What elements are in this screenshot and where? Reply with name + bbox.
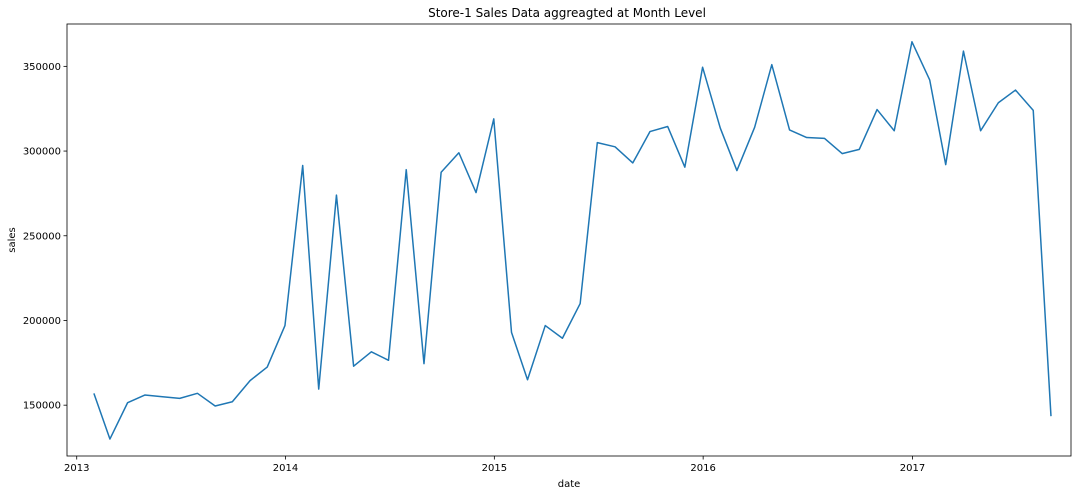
x-tick-label: 2017 — [900, 463, 925, 474]
x-tick-label: 2015 — [482, 463, 507, 474]
chart-title: Store-1 Sales Data aggreagted at Month L… — [428, 6, 706, 20]
y-tick-label: 250000 — [23, 231, 61, 242]
x-axis: 2013 2014 2015 2016 2017 — [64, 456, 925, 474]
x-axis-label: date — [558, 479, 581, 490]
y-axis-label: sales — [7, 227, 18, 252]
sales-series-line — [94, 42, 1051, 439]
y-tick-label: 350000 — [23, 62, 61, 73]
y-tick-label: 300000 — [23, 147, 61, 158]
y-tick-label: 150000 — [23, 401, 61, 412]
y-tick-label: 200000 — [23, 316, 61, 327]
series-layer — [94, 42, 1051, 439]
x-tick-label: 2014 — [273, 463, 298, 474]
y-axis: 150000 200000 250000 300000 350000 — [23, 62, 67, 412]
plot-area-frame — [67, 24, 1071, 456]
x-tick-label: 2013 — [64, 463, 89, 474]
x-tick-label: 2016 — [690, 463, 715, 474]
